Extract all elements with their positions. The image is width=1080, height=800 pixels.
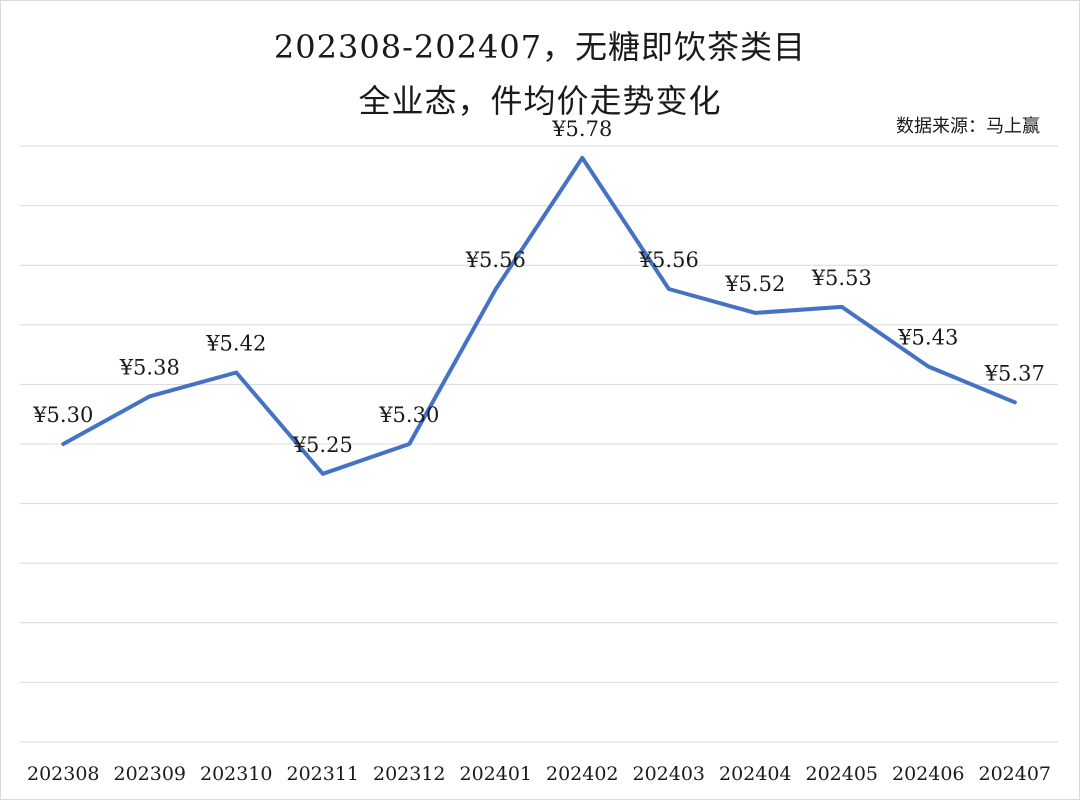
- x-tick-label: 202308: [27, 763, 100, 785]
- x-tick-label: 202402: [546, 763, 619, 785]
- gridlines: [20, 145, 1058, 743]
- data-label: ¥5.56: [465, 248, 526, 272]
- x-tick-label: 202401: [459, 763, 532, 785]
- x-tick-label: 202310: [200, 763, 273, 785]
- data-label: ¥5.37: [984, 361, 1045, 385]
- data-label: ¥5.25: [292, 433, 353, 457]
- data-source-note: 数据来源：马上赢: [896, 116, 1040, 137]
- data-label: ¥5.53: [811, 266, 872, 290]
- data-labels: ¥5.30 ¥5.38 ¥5.42 ¥5.25 ¥5.30 ¥5.56 ¥5.78 ¥5.56…: [32, 117, 1045, 457]
- x-tick-label: 202403: [632, 763, 705, 785]
- data-label: ¥5.30: [32, 403, 93, 427]
- series-line: [61, 155, 1017, 476]
- x-tick-label: 202405: [805, 763, 878, 785]
- data-label: ¥5.30: [378, 403, 439, 427]
- data-label: ¥5.42: [205, 331, 266, 355]
- chart-title-line-1: 202308-202407，无糖即饮茶类目: [273, 28, 807, 66]
- data-label: ¥5.78: [551, 117, 612, 141]
- x-tick-label: 202309: [113, 763, 186, 785]
- data-label: ¥5.52: [724, 272, 785, 296]
- x-tick-label: 202407: [978, 763, 1051, 785]
- chart-title-line-2: 全业态，件均价走势变化: [358, 82, 722, 120]
- x-tick-label: 202406: [892, 763, 965, 785]
- x-tick-label: 202404: [719, 763, 792, 785]
- x-tick-label: 202311: [286, 763, 359, 785]
- x-tick-label: 202312: [373, 763, 446, 785]
- x-axis-tick-labels: 202308 202309 202310 202311 202312 202401 2024…: [27, 763, 1051, 785]
- data-label: ¥5.43: [897, 326, 958, 350]
- data-label: ¥5.38: [119, 355, 180, 379]
- data-label: ¥5.56: [638, 248, 699, 272]
